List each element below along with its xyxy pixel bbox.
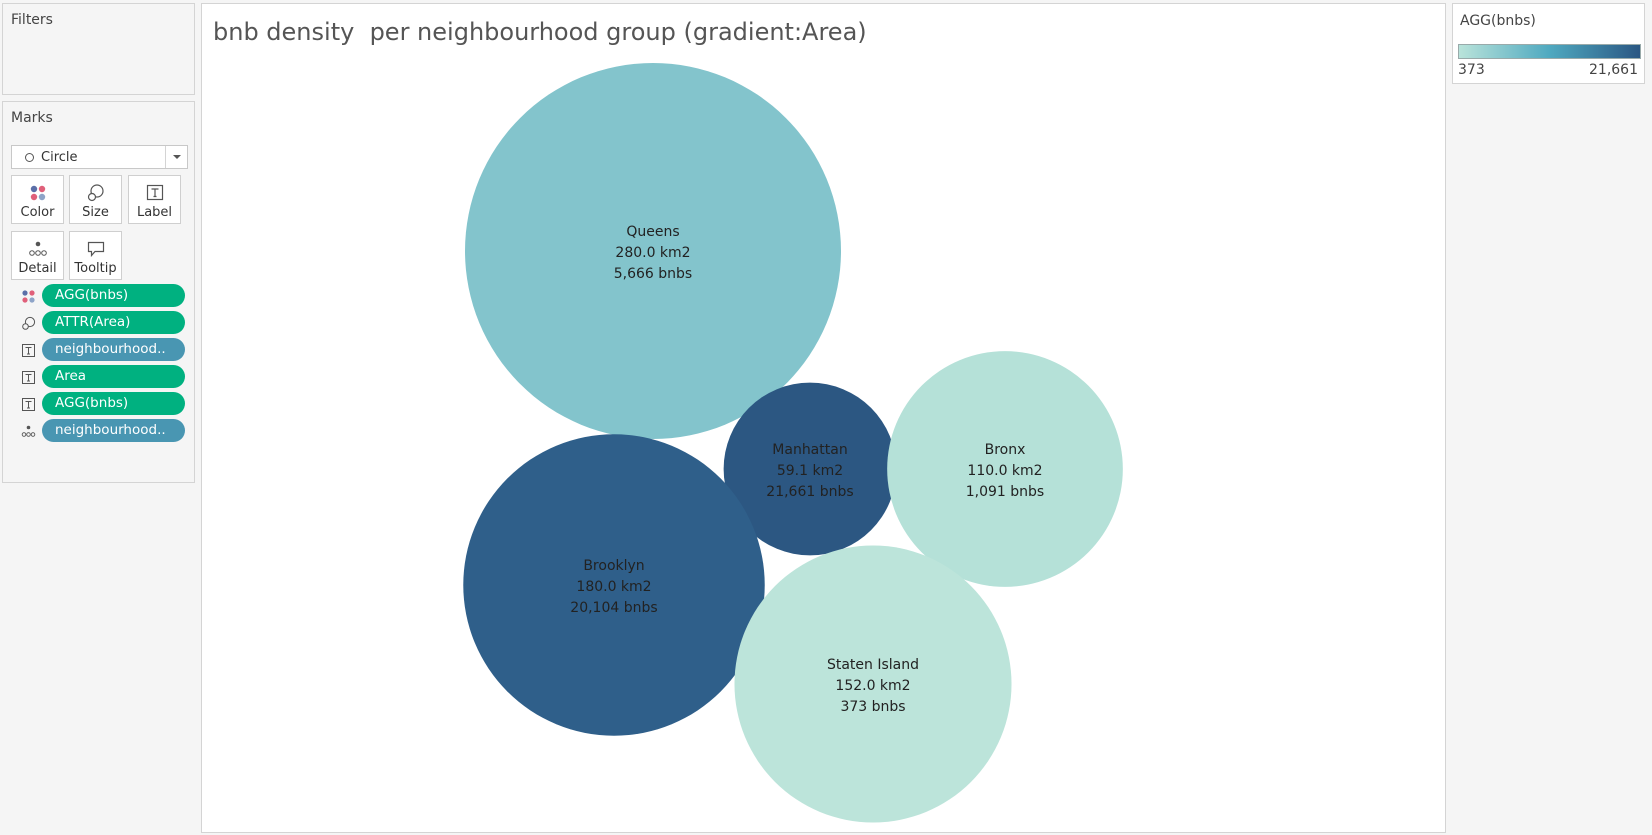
detail-icon [28, 241, 47, 256]
pill-neighbourhood[interactable]: neighbourhood.. [42, 338, 185, 361]
bubble-name-label: Staten Island [827, 657, 919, 673]
marks-title: Marks [11, 110, 53, 126]
pill-attr-area[interactable]: ATTR(Area) [42, 311, 185, 334]
pill-area[interactable]: Area [42, 365, 185, 388]
size-icon [22, 316, 36, 330]
label-icon [146, 184, 163, 201]
chevron-down-icon[interactable] [165, 146, 187, 168]
tooltip-button-label: Tooltip [74, 261, 117, 276]
label-icon [22, 344, 35, 357]
pill-neighbourhood[interactable]: neighbourhood.. [42, 419, 185, 442]
size-button[interactable]: Size [69, 175, 122, 224]
circle-icon [25, 152, 34, 162]
shelf-row-label: neighbourhood.. [3, 338, 196, 362]
bubble-name-label: Queens [626, 224, 679, 240]
bubble-chart[interactable]: Queens 280.0 km2 5,666 bnbs Manhattan 59.1 k… [202, 4, 1445, 832]
color-icon [22, 290, 35, 303]
shelf-row-size: ATTR(Area) [3, 311, 196, 335]
color-icon [30, 185, 45, 201]
color-button[interactable]: Color [11, 175, 64, 224]
bubble-area-label: 110.0 km2 [967, 463, 1042, 479]
size-icon [87, 184, 104, 202]
legend-title: AGG(bnbs) [1460, 13, 1536, 29]
bubble-bnbs-label: 21,661 bnbs [766, 484, 853, 500]
pill-agg-bnbs[interactable]: AGG(bnbs) [42, 284, 185, 307]
tooltip-button[interactable]: Tooltip [69, 231, 122, 280]
legend-min-label: 373 [1458, 62, 1485, 78]
bubble-area-label: 152.0 km2 [835, 678, 910, 694]
bubble-area-label: 280.0 km2 [615, 245, 690, 261]
filters-card[interactable]: Filters [2, 3, 195, 95]
filters-title: Filters [11, 12, 53, 28]
size-button-label: Size [82, 205, 109, 220]
tooltip-icon [87, 241, 104, 258]
shelf-row-label: Area [3, 365, 196, 389]
bubble-manhattan[interactable] [723, 382, 897, 556]
bubble-name-label: Bronx [985, 442, 1026, 458]
legend-gradient [1458, 44, 1641, 59]
bubble-staten-island[interactable] [734, 545, 1012, 823]
detail-icon [21, 425, 36, 437]
shelf-row-label: AGG(bnbs) [3, 392, 196, 416]
bubble-brooklyn[interactable] [463, 434, 765, 736]
color-button-label: Color [20, 205, 55, 220]
bubble-bnbs-label: 1,091 bnbs [966, 484, 1044, 500]
bubble-name-label: Manhattan [772, 442, 847, 458]
bubble-queens[interactable] [465, 63, 841, 439]
mark-type-label: Circle [41, 149, 78, 165]
bubble-bnbs-label: 373 bnbs [840, 699, 905, 715]
mark-type-dropdown[interactable]: Circle [11, 145, 188, 169]
shelf-row-color: AGG(bnbs) [3, 284, 196, 308]
label-icon [22, 371, 35, 384]
bubble-bronx[interactable] [887, 351, 1123, 587]
label-icon [22, 398, 35, 411]
bubble-bnbs-label: 20,104 bnbs [570, 600, 657, 616]
viz-view: bnb density per neighbourhood group (gra… [201, 3, 1446, 833]
bubble-bnbs-label: 5,666 bnbs [614, 266, 692, 282]
label-button-label: Label [136, 205, 173, 220]
chart-title: bnb density per neighbourhood group (gra… [213, 18, 867, 46]
bubble-area-label: 59.1 km2 [777, 463, 843, 479]
label-button[interactable]: Label [128, 175, 181, 224]
color-legend: AGG(bnbs) 373 21,661 [1452, 3, 1645, 84]
detail-button-label: Detail [18, 261, 57, 276]
bubble-name-label: Brooklyn [583, 558, 644, 574]
legend-max-label: 21,661 [1589, 62, 1638, 78]
shelf-row-detail: neighbourhood.. [3, 419, 196, 443]
bubble-area-label: 180.0 km2 [576, 579, 651, 595]
marks-card: Marks Circle Color Size Label D [2, 101, 195, 483]
pill-agg-bnbs[interactable]: AGG(bnbs) [42, 392, 185, 415]
detail-button[interactable]: Detail [11, 231, 64, 280]
